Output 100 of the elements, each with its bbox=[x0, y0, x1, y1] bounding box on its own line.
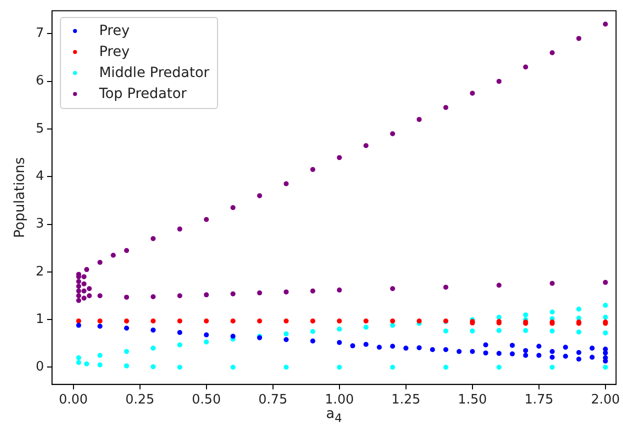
point bbox=[84, 361, 90, 366]
point bbox=[523, 328, 528, 334]
point bbox=[550, 280, 555, 286]
point bbox=[550, 328, 555, 334]
point bbox=[376, 344, 382, 350]
point bbox=[150, 364, 156, 370]
point bbox=[496, 282, 502, 288]
point bbox=[150, 294, 156, 300]
x-tick-label: 2.00 bbox=[590, 392, 620, 408]
point bbox=[443, 328, 448, 334]
point bbox=[76, 293, 82, 298]
y-tick-label: 5 bbox=[36, 121, 44, 136]
point bbox=[124, 363, 130, 368]
y-tick-label: 6 bbox=[36, 74, 44, 89]
point bbox=[523, 64, 528, 70]
y-axis-title: Populations bbox=[12, 157, 28, 238]
point bbox=[76, 355, 82, 360]
point bbox=[336, 326, 342, 332]
point bbox=[76, 360, 82, 365]
point bbox=[310, 329, 316, 334]
point bbox=[124, 326, 130, 331]
point bbox=[310, 338, 316, 344]
point bbox=[84, 267, 90, 272]
point bbox=[550, 309, 555, 314]
point bbox=[443, 105, 448, 110]
point bbox=[76, 278, 82, 284]
point bbox=[86, 286, 92, 292]
point bbox=[86, 293, 92, 298]
point bbox=[523, 312, 528, 318]
point bbox=[204, 332, 209, 338]
point bbox=[576, 36, 582, 41]
point bbox=[443, 347, 448, 352]
point bbox=[284, 318, 289, 324]
point bbox=[390, 131, 396, 136]
point bbox=[284, 289, 289, 294]
point bbox=[76, 298, 82, 304]
x-axis-title: a$_{4}$ bbox=[325, 406, 344, 425]
point bbox=[363, 342, 368, 347]
point bbox=[510, 351, 515, 356]
legend-label: Prey bbox=[99, 22, 130, 41]
point bbox=[310, 318, 316, 324]
point bbox=[284, 364, 289, 370]
point bbox=[204, 339, 209, 344]
point bbox=[550, 50, 555, 56]
point bbox=[124, 248, 130, 253]
point bbox=[590, 346, 595, 351]
point bbox=[97, 324, 102, 329]
point bbox=[550, 364, 555, 370]
point bbox=[602, 364, 608, 370]
point bbox=[363, 318, 368, 324]
legend-label: Top Predator bbox=[99, 84, 187, 104]
point bbox=[124, 294, 130, 300]
x-tick-label: 1.25 bbox=[391, 392, 420, 408]
point bbox=[470, 90, 475, 96]
point bbox=[230, 291, 236, 296]
x-tick-label: 1.75 bbox=[524, 392, 554, 408]
point bbox=[177, 364, 182, 370]
point bbox=[177, 330, 182, 335]
point bbox=[443, 364, 448, 370]
point bbox=[230, 334, 236, 339]
point bbox=[284, 331, 289, 336]
point bbox=[363, 324, 368, 330]
point bbox=[81, 274, 86, 280]
point bbox=[336, 288, 342, 293]
point bbox=[416, 345, 422, 350]
point bbox=[230, 364, 236, 370]
point bbox=[536, 344, 542, 349]
point bbox=[284, 337, 289, 342]
legend-label: Middle Predator bbox=[99, 64, 210, 83]
y-tick-label: 0 bbox=[36, 360, 44, 375]
point bbox=[230, 318, 236, 324]
point bbox=[336, 340, 342, 345]
point bbox=[470, 349, 475, 354]
x-tick-label: 0.75 bbox=[258, 392, 288, 408]
point bbox=[590, 354, 595, 360]
point bbox=[576, 329, 582, 334]
point bbox=[390, 344, 396, 349]
y-tick-label: 2 bbox=[36, 264, 44, 280]
point bbox=[496, 350, 502, 356]
x-tick-label: 1.00 bbox=[324, 392, 354, 408]
point bbox=[496, 364, 502, 370]
point bbox=[204, 318, 209, 324]
point bbox=[257, 193, 262, 198]
point bbox=[76, 318, 82, 324]
point bbox=[97, 293, 102, 298]
point bbox=[363, 143, 368, 148]
point bbox=[110, 252, 116, 258]
point bbox=[76, 284, 82, 289]
point bbox=[81, 281, 86, 286]
point bbox=[310, 166, 316, 172]
x-tick-label: 1.50 bbox=[458, 392, 487, 408]
point bbox=[150, 328, 156, 333]
point bbox=[150, 236, 156, 242]
point bbox=[97, 318, 102, 324]
point bbox=[403, 346, 408, 351]
point bbox=[76, 322, 82, 328]
y-tick-label: 3 bbox=[36, 216, 44, 232]
point bbox=[416, 116, 422, 122]
point bbox=[602, 280, 608, 285]
point bbox=[390, 322, 396, 328]
